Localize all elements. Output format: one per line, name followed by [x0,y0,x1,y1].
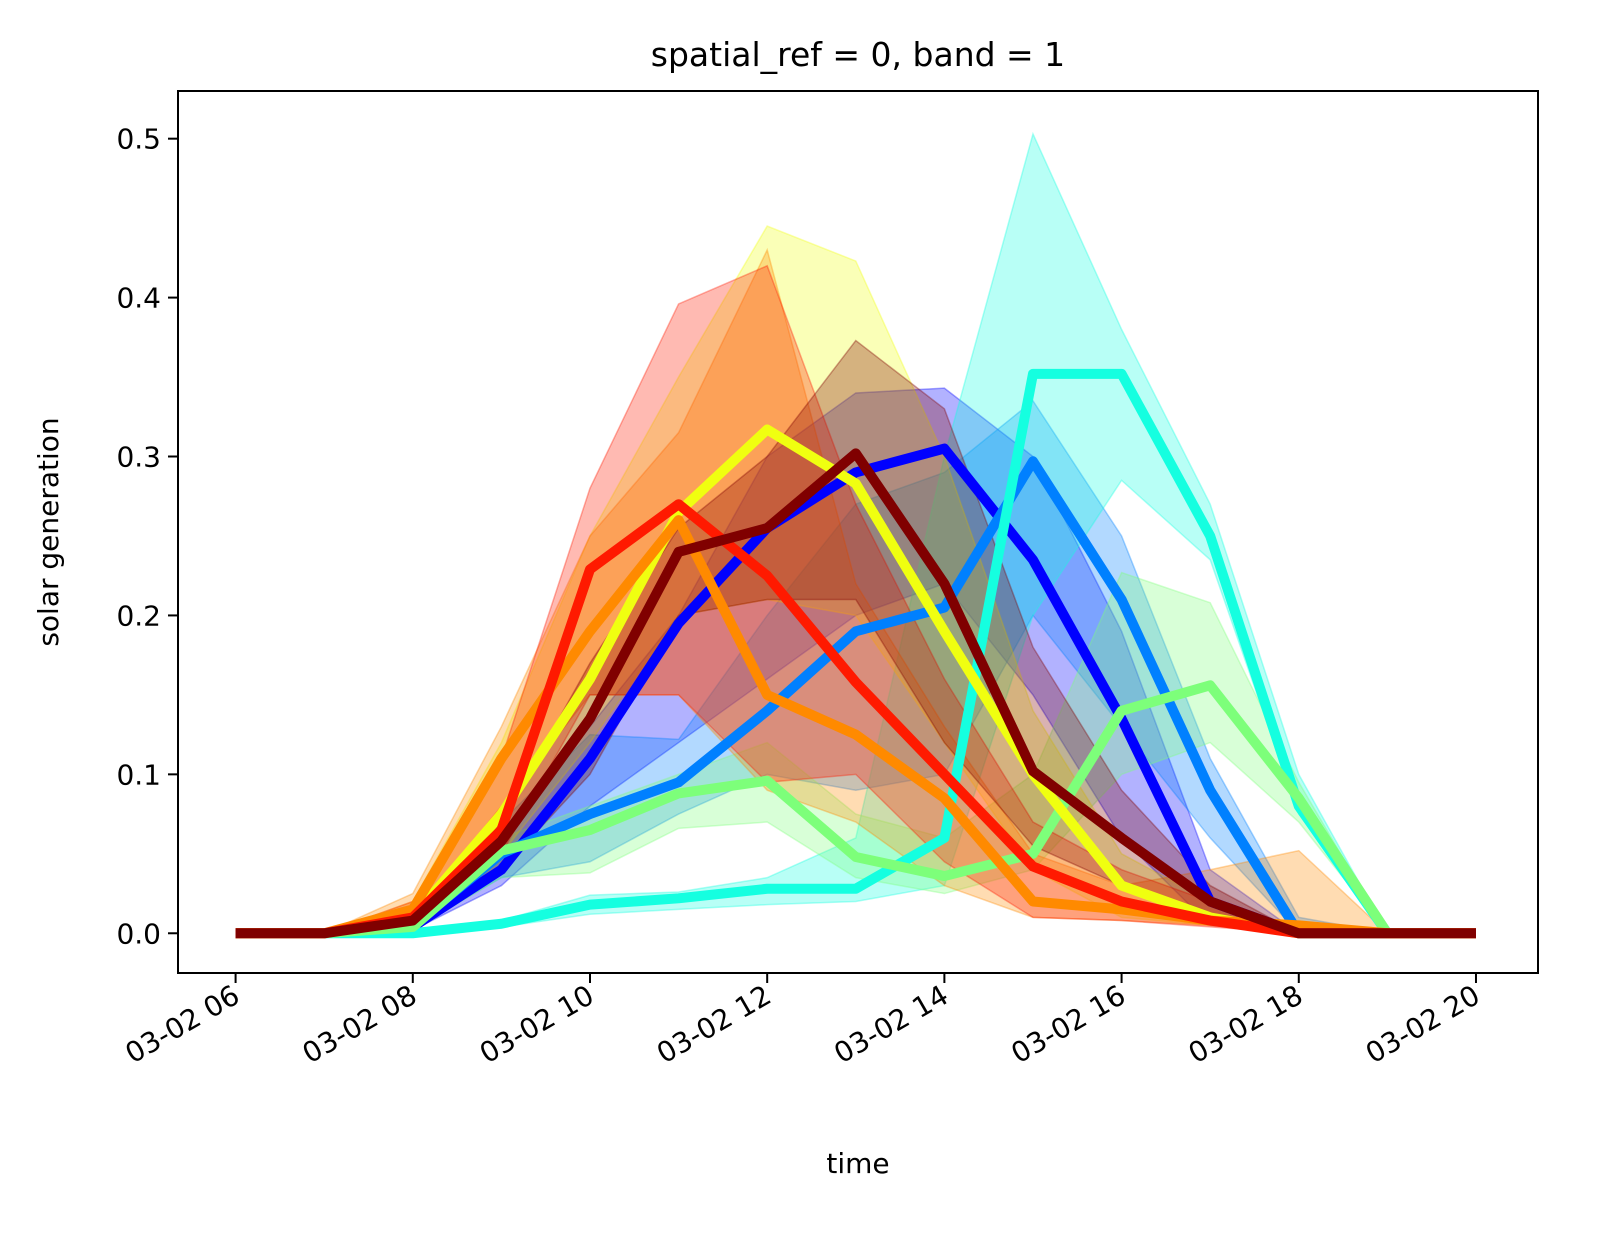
series-line-4 [235,680,1476,939]
chart-title: spatial_ref = 0, band = 1 [651,35,1065,74]
series-band-5 [235,225,1476,935]
series-band-1 [235,387,1476,935]
series-line-3 [235,368,1476,939]
y-axis-label: solar generation [32,417,65,646]
y-tick-label: 0.4 [116,282,161,315]
series-band-2 [235,399,1476,935]
y-tick-label: 0.2 [116,599,161,632]
series-line-8 [235,448,1476,939]
x-axis-label: time [826,1147,889,1180]
series-lines [235,368,1476,939]
y-tick-label: 0.1 [116,758,161,791]
y-axis-ticks: 0.0 0.1 0.2 0.3 0.4 0.5 [116,123,178,950]
series-band-6 [235,247,1476,935]
plot-frame [177,90,1539,974]
y-tick-label: 0.0 [116,917,161,950]
y-tick-label: 0.3 [116,441,161,474]
series-band-7 [235,264,1476,935]
y-tick-label: 0.5 [116,123,161,156]
series-band-3 [235,131,1476,935]
